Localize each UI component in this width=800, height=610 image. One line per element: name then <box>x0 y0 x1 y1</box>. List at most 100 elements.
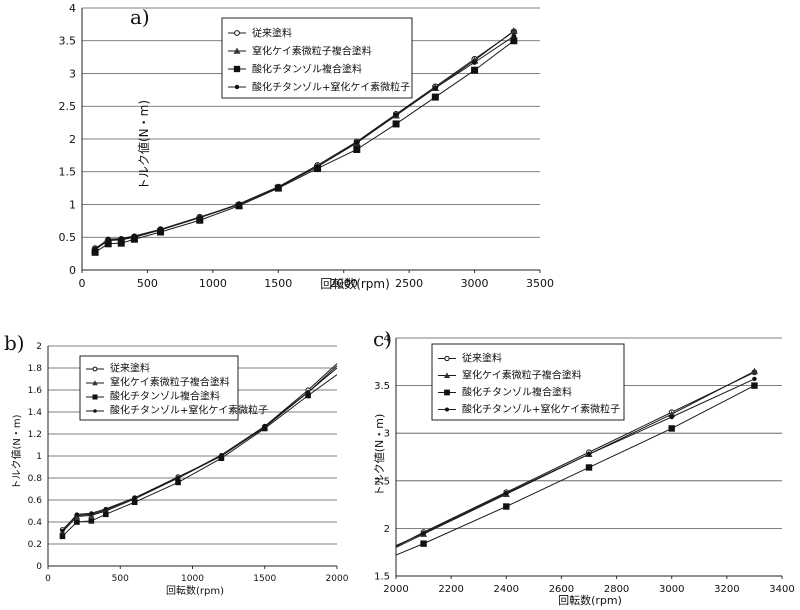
chart-panel-0: a) 0 0.5 1 1.5 2 2.5 3 3.5 4 0 500 1000 1500 2000 2500 3… <box>59 2 555 291</box>
x-tick-label: 1000 <box>181 574 204 584</box>
legend-entry: 従来塗料 <box>110 362 150 375</box>
legend-entry: 酸化チタンゾル複合塗料 <box>462 386 572 399</box>
data-point <box>219 452 224 457</box>
legend-entry: 窒化ケイ素微粒子複合塗料 <box>110 376 230 389</box>
y-tick-label: 0.8 <box>28 474 43 484</box>
data-point <box>420 540 427 547</box>
x-tick-label: 3000 <box>461 277 489 290</box>
panel-label: b) <box>4 331 25 355</box>
data-point <box>585 464 593 471</box>
data-point <box>262 424 267 429</box>
y-tick-label: 3.5 <box>374 381 390 392</box>
data-point <box>158 226 163 232</box>
legend-entry: 酸化チタンゾル複合塗料 <box>252 63 362 76</box>
data-point <box>509 27 518 35</box>
data-point <box>196 216 204 224</box>
data-point <box>131 499 138 505</box>
x-tick-label: 0 <box>45 574 51 584</box>
x-tick-label: 3500 <box>526 277 554 290</box>
x-tick-label: 2600 <box>549 584 574 595</box>
x-tick-label: 3400 <box>769 584 794 595</box>
data-point <box>306 390 311 395</box>
x-tick-label: 2800 <box>604 584 629 595</box>
y-tick-label: 1.6 <box>28 386 43 396</box>
legend-marker <box>444 355 450 362</box>
y-tick-label: 2 <box>384 524 390 535</box>
data-point <box>504 490 509 496</box>
data-point <box>105 236 111 242</box>
data-point <box>503 503 510 510</box>
data-point <box>117 239 125 247</box>
x-tick-label: 0 <box>79 277 86 290</box>
legend-entry: 酸化チタンゾル複合塗料 <box>110 390 220 403</box>
legend-entry: 酸化チタンゾル+窒化ケイ素微粒子 <box>110 404 268 417</box>
y-tick-label: 2 <box>69 133 76 146</box>
data-point <box>176 476 181 480</box>
data-point <box>131 233 137 239</box>
data-point <box>175 479 181 486</box>
x-tick-label: 500 <box>137 277 158 290</box>
panel-label: c) <box>373 327 392 351</box>
data-point <box>315 164 320 169</box>
data-point <box>751 382 758 389</box>
legend-marker <box>233 47 241 54</box>
data-point <box>471 66 479 74</box>
data-point <box>510 37 518 45</box>
data-point <box>354 139 360 145</box>
data-point <box>130 235 138 243</box>
data-point <box>261 425 268 432</box>
legend-marker <box>234 84 240 90</box>
data-point <box>236 201 242 207</box>
data-point <box>104 240 112 248</box>
x-tick-label: 2400 <box>494 584 519 595</box>
data-point <box>421 530 426 536</box>
x-tick-label: 1500 <box>264 277 292 290</box>
data-point <box>88 518 95 524</box>
legend-marker <box>444 407 450 412</box>
data-point <box>59 533 66 540</box>
y-tick-label: 1.5 <box>374 572 390 583</box>
y-tick-label: 2 <box>36 342 42 352</box>
legend-marker <box>443 372 451 379</box>
data-point <box>197 215 203 221</box>
x-tick-label: 500 <box>112 574 129 584</box>
x-tick-label: 2000 <box>326 574 349 584</box>
data-point <box>431 93 439 101</box>
data-point <box>752 376 757 382</box>
data-point <box>668 425 675 432</box>
legend-marker <box>92 394 98 400</box>
x-tick-label: 3000 <box>659 584 684 595</box>
series-line-2 <box>395 385 755 556</box>
data-point <box>89 511 94 516</box>
legend-marker <box>92 380 98 386</box>
legend-entry: 窒化ケイ素微粒子複合塗料 <box>252 45 372 58</box>
data-point <box>668 410 676 417</box>
data-point <box>472 59 478 65</box>
legend-box <box>221 17 413 99</box>
legend-box <box>79 355 239 421</box>
y-tick-label: 1 <box>69 198 76 211</box>
x-axis-title: 回転数(rpm) <box>320 276 390 291</box>
data-point <box>74 512 79 517</box>
data-point <box>432 85 438 91</box>
legend-entry: 酸化チタンゾル+窒化ケイ素微粒子 <box>462 403 620 416</box>
y-axis-title: トルク値(N・m) <box>10 414 23 489</box>
data-point <box>118 236 124 242</box>
data-point <box>275 184 281 190</box>
data-point <box>91 248 99 256</box>
data-point <box>92 246 98 252</box>
legend-entry: 窒化ケイ素微粒子複合塗料 <box>462 369 582 382</box>
data-point <box>103 506 108 511</box>
legend-marker <box>93 409 97 413</box>
y-tick-label: 4 <box>384 334 390 345</box>
y-tick-label: 2.5 <box>59 100 77 113</box>
legend-entry: 従来塗料 <box>252 27 292 40</box>
data-point <box>392 120 400 128</box>
data-point <box>353 145 361 153</box>
y-axis-title: トルク値(N・m) <box>373 414 386 497</box>
data-point <box>511 33 517 39</box>
data-point <box>750 367 758 375</box>
x-tick-label: 2200 <box>438 584 463 595</box>
data-point <box>74 519 80 525</box>
